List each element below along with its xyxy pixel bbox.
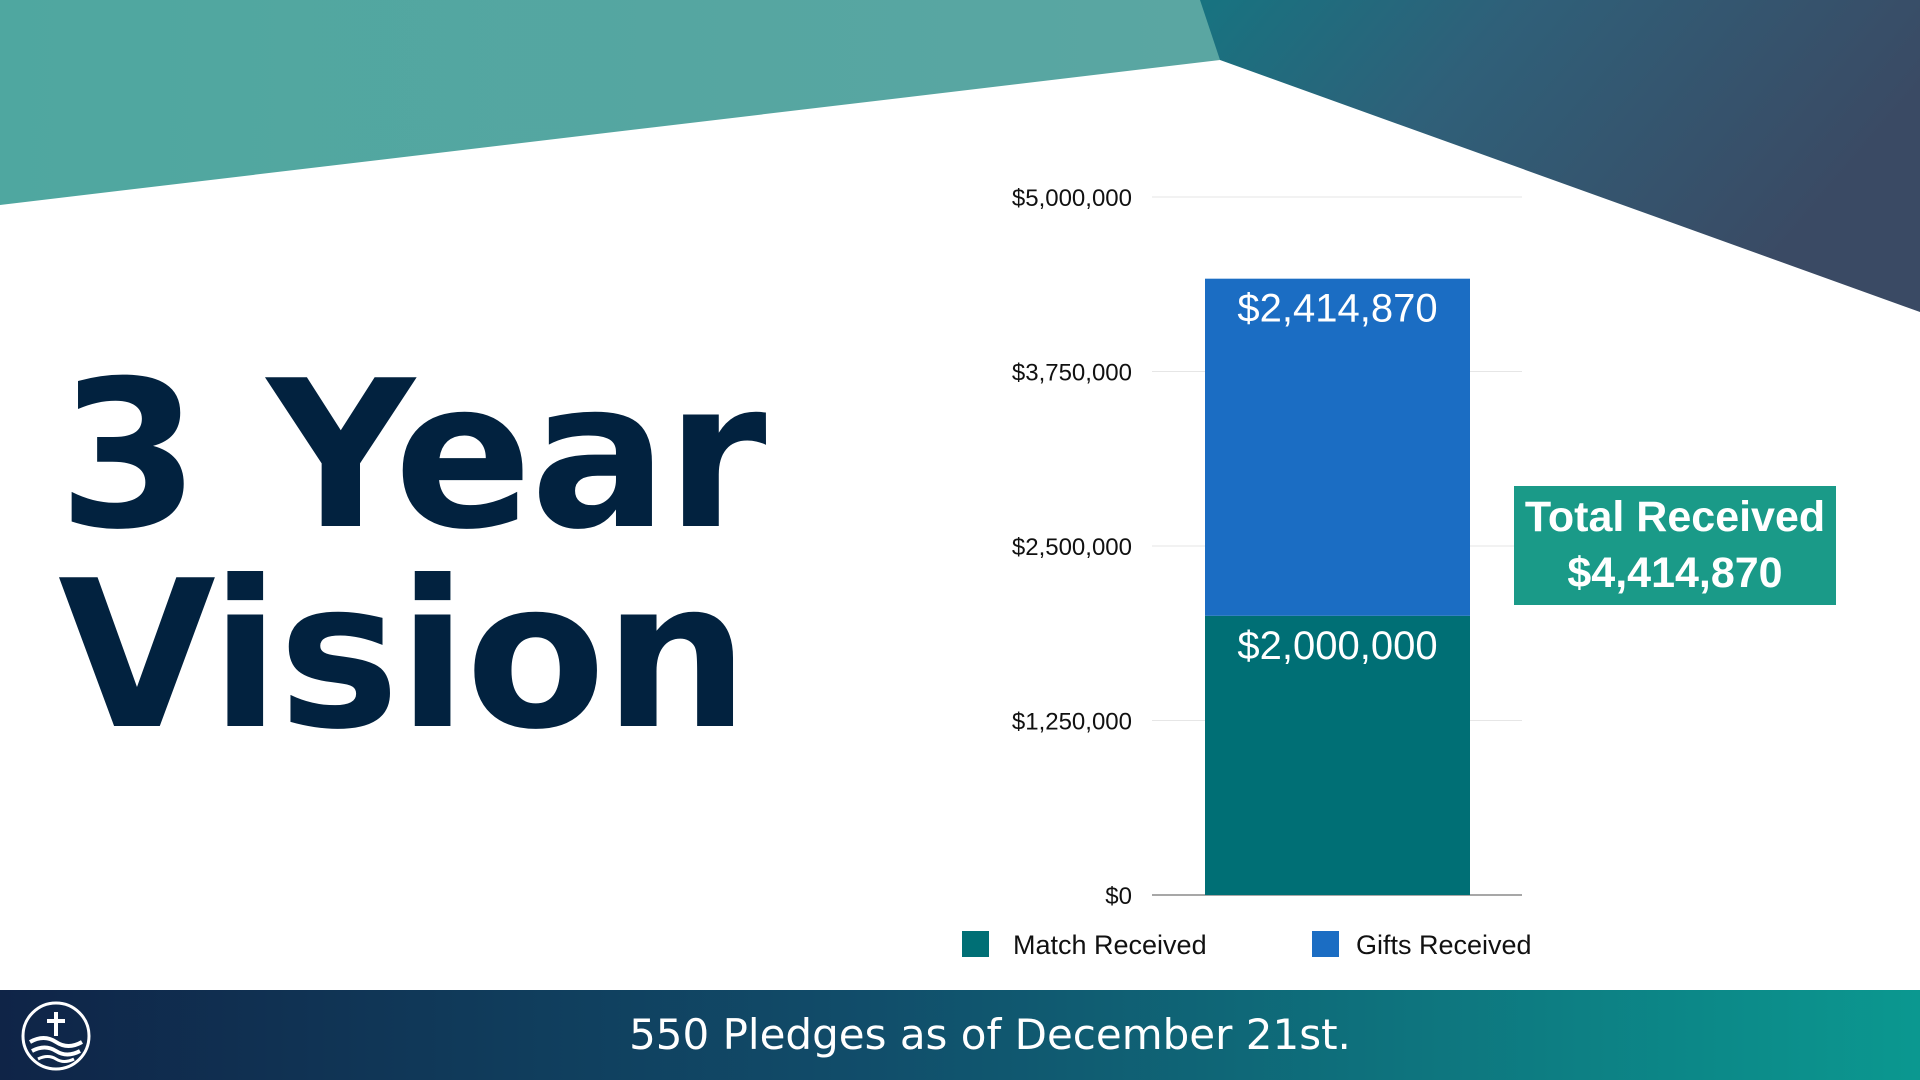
background-teal-band <box>0 0 1220 205</box>
footer-pledges-text: 550 Pledges as of December 21st. <box>629 1010 1351 1059</box>
legend-swatch <box>962 931 989 957</box>
footer-banner: 550 Pledges as of December 21st. <box>0 990 1920 1080</box>
legend-label: Gifts Received <box>1356 930 1532 960</box>
y-tick-label: $5,000,000 <box>1012 185 1132 212</box>
background-dark-band <box>1040 0 1920 312</box>
chart-bars: $2,000,000 $2,414,870 <box>1205 278 1470 895</box>
y-tick-label: $2,500,000 <box>1012 534 1132 561</box>
total-received-label: Total Received <box>1524 493 1826 542</box>
y-tick-label: $1,250,000 <box>1012 709 1132 736</box>
chart-y-axis: $0 $1,250,000 $2,500,000 $3,750,000 $5,000,0… <box>1012 185 1132 910</box>
total-received-callout: Total Received $4,414,870 <box>1514 486 1836 605</box>
bar-data-label: $2,414,870 <box>1237 287 1437 331</box>
bar-segment-gifts-received <box>1205 278 1470 616</box>
slide-title-line-1: 3 Year <box>58 338 767 575</box>
bar-data-label: $2,000,000 <box>1237 624 1437 668</box>
y-tick-label: $0 <box>1105 883 1132 910</box>
slide-title-line-2: Vision <box>58 538 749 775</box>
church-logo-icon <box>21 1001 91 1071</box>
y-tick-label: $3,750,000 <box>1012 360 1132 387</box>
legend-label: Match Received <box>1013 930 1207 960</box>
chart-legend: Match Received Gifts Received <box>962 930 1532 960</box>
total-received-value: $4,414,870 <box>1567 548 1783 597</box>
bar-segment-match-received <box>1205 615 1470 895</box>
legend-swatch <box>1312 931 1339 957</box>
